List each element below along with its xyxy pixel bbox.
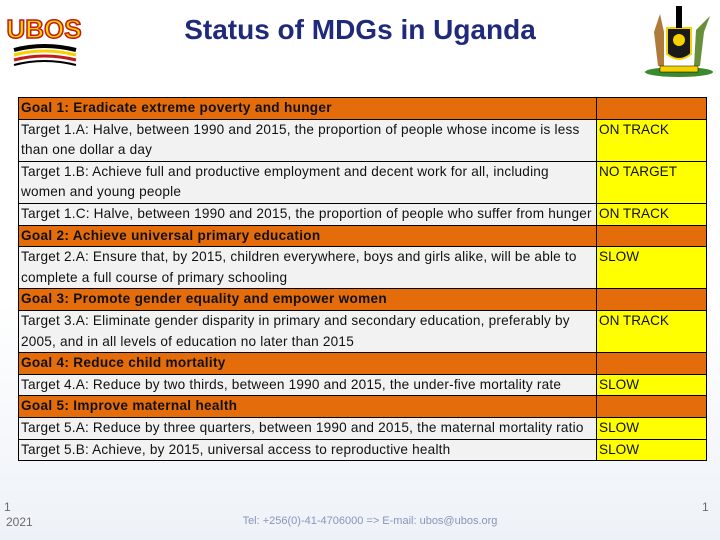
goal-label: Goal 5: Improve maternal health	[18, 395, 597, 418]
status-cell: SLOW	[596, 416, 707, 440]
target-label: Target 1.A: Halve, between 1990 and 2015…	[18, 118, 597, 162]
goal-row: Goal 2: Achieve universal primary educat…	[18, 224, 707, 248]
target-label: Target 2.A: Ensure that, by 2015, childr…	[18, 246, 597, 290]
target-row: Target 3.A: Eliminate gender disparity i…	[18, 309, 707, 354]
target-row: Target 5.B: Achieve, by 2015, universal …	[18, 438, 707, 462]
target-label: Target 1.B: Achieve full and productive …	[18, 160, 597, 204]
target-row: Target 2.A: Ensure that, by 2015, childr…	[18, 246, 707, 290]
page-number: 1	[702, 500, 709, 514]
coat-of-arms	[640, 2, 718, 78]
footer-contact: Tel: +256(0)-41-4706000 => E-mail: ubos@…	[242, 515, 498, 527]
ubos-logo-icon: UBOS	[4, 2, 84, 68]
goal-status-cell	[596, 288, 707, 311]
goal-label: Goal 1: Eradicate extreme poverty and hu…	[18, 97, 597, 120]
target-label: Target 5.B: Achieve, by 2015, universal …	[18, 438, 597, 462]
target-label: Target 5.A: Reduce by three quarters, be…	[18, 416, 597, 440]
target-label: Target 4.A: Reduce by two thirds, betwee…	[18, 373, 597, 397]
target-row: Target 1.C: Halve, between 1990 and 2015…	[18, 202, 707, 226]
target-row: Target 4.A: Reduce by two thirds, betwee…	[18, 373, 707, 397]
target-row: Target 5.A: Reduce by three quarters, be…	[18, 416, 707, 440]
status-cell: ON TRACK	[596, 309, 707, 354]
target-label: Target 3.A: Eliminate gender disparity i…	[18, 309, 597, 354]
status-cell: SLOW	[596, 438, 707, 462]
uganda-coat-of-arms-icon	[645, 6, 713, 77]
slide-number: 1	[4, 500, 11, 514]
status-cell: SLOW	[596, 246, 707, 290]
goal-status-cell	[596, 224, 707, 248]
goal-row: Goal 1: Eradicate extreme poverty and hu…	[18, 97, 707, 120]
goal-row: Goal 3: Promote gender equality and empo…	[18, 288, 707, 311]
target-row: Target 1.A: Halve, between 1990 and 2015…	[18, 118, 707, 162]
page-title: Status of MDGs in Uganda	[184, 14, 536, 45]
status-cell: ON TRACK	[596, 202, 707, 226]
status-cell: NO TARGET	[596, 160, 707, 204]
goal-row: Goal 5: Improve maternal health	[18, 395, 707, 418]
goal-status-cell	[596, 395, 707, 418]
mdg-status-table: Goal 1: Eradicate extreme poverty and hu…	[18, 97, 707, 462]
ubos-logo-text: UBOS	[6, 14, 81, 44]
goal-label: Goal 4: Reduce child mortality	[18, 352, 597, 375]
goal-status-cell	[596, 97, 707, 120]
status-cell: SLOW	[596, 373, 707, 397]
goal-label: Goal 2: Achieve universal primary educat…	[18, 224, 597, 248]
goal-label: Goal 3: Promote gender equality and empo…	[18, 288, 597, 311]
status-cell: ON TRACK	[596, 118, 707, 162]
target-label: Target 1.C: Halve, between 1990 and 2015…	[18, 202, 597, 226]
target-row: Target 1.B: Achieve full and productive …	[18, 160, 707, 204]
goal-status-cell	[596, 352, 707, 375]
footer-year: 2021	[6, 515, 33, 529]
ubos-logo: UBOS	[4, 2, 84, 68]
goal-row: Goal 4: Reduce child mortality	[18, 352, 707, 375]
